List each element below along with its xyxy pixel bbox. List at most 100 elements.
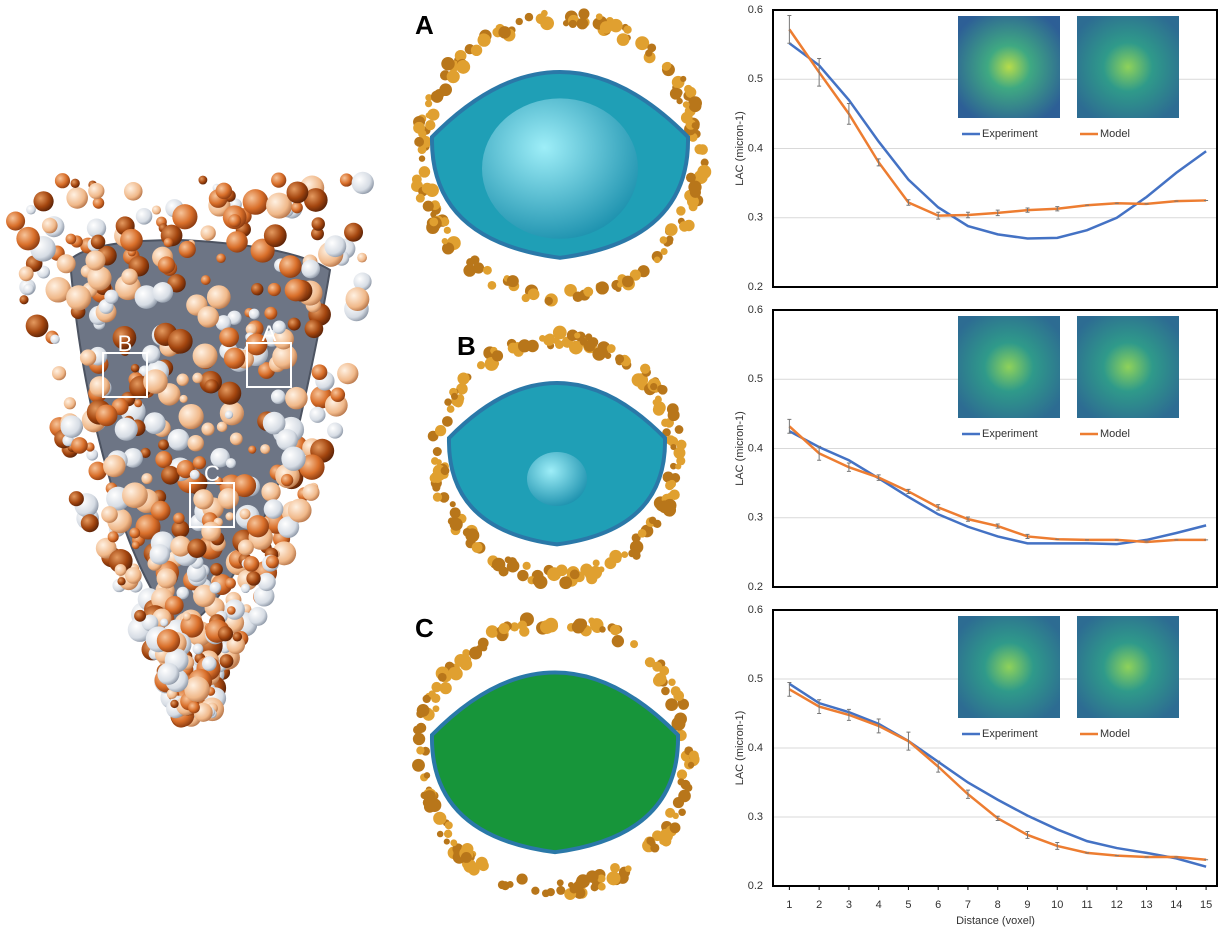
- surface-protein: [442, 242, 454, 254]
- sphere: [281, 474, 293, 486]
- surface-protein: [673, 690, 684, 701]
- surface-protein: [680, 76, 686, 82]
- sphere: [226, 231, 247, 252]
- sphere: [241, 584, 250, 593]
- sphere: [164, 238, 173, 247]
- surface-protein: [477, 361, 485, 369]
- surface-protein: [540, 16, 554, 30]
- surface-protein: [665, 223, 678, 236]
- sphere: [168, 429, 190, 451]
- x-axis-label: Distance (voxel): [956, 915, 1035, 927]
- surface-protein: [413, 733, 425, 745]
- sphere: [266, 555, 279, 568]
- sphere: [151, 501, 171, 521]
- sphere: [218, 626, 233, 641]
- sphere: [216, 183, 232, 199]
- surface-protein: [665, 481, 674, 490]
- sphere: [101, 506, 118, 523]
- surface-protein: [465, 528, 479, 542]
- sphere: [201, 423, 214, 436]
- sphere: [170, 700, 178, 708]
- surface-protein: [450, 518, 458, 526]
- surface-protein: [540, 620, 554, 634]
- sphere: [129, 528, 140, 539]
- sphere: [268, 283, 281, 296]
- surface-protein: [444, 830, 452, 838]
- inset-experiment: [958, 616, 1060, 718]
- surface-protein: [689, 202, 698, 211]
- surface-protein: [660, 236, 668, 244]
- sphere: [210, 582, 222, 594]
- surface-protein: [607, 871, 621, 885]
- y-tick-label: 0.3: [748, 512, 763, 524]
- sphere: [218, 382, 241, 405]
- surface-protein: [435, 425, 446, 436]
- surface-protein: [517, 570, 528, 581]
- sphere: [285, 279, 308, 302]
- sphere: [173, 513, 184, 524]
- sphere: [249, 309, 260, 320]
- sphere: [6, 212, 25, 231]
- sphere: [172, 204, 197, 229]
- surface-protein: [661, 419, 669, 427]
- sphere: [131, 364, 140, 373]
- surface-protein: [501, 881, 510, 890]
- surface-protein: [600, 21, 613, 34]
- surface-protein: [555, 340, 564, 349]
- sphere: [179, 404, 204, 429]
- surface-protein: [668, 679, 675, 686]
- surface-protein: [670, 88, 682, 100]
- surface-protein: [635, 36, 649, 50]
- surface-protein: [531, 887, 539, 895]
- surface-protein: [525, 13, 534, 22]
- surface-protein: [518, 339, 531, 352]
- surface-protein: [545, 297, 553, 305]
- y-tick-label: 0.2: [748, 281, 763, 293]
- region-label: B: [118, 331, 133, 356]
- sphere: [225, 512, 234, 521]
- surface-protein: [559, 576, 572, 589]
- surface-protein: [665, 808, 675, 818]
- region-label: A: [262, 321, 277, 346]
- surface-protein: [586, 870, 598, 882]
- surface-protein: [413, 122, 425, 134]
- sphere: [26, 314, 49, 337]
- sphere-models: ABC: [411, 8, 711, 900]
- surface-protein: [653, 520, 661, 528]
- surface-protein: [458, 374, 468, 384]
- surface-protein: [412, 174, 422, 184]
- surface-protein: [534, 577, 542, 585]
- sphere: [193, 643, 204, 654]
- surface-protein: [454, 654, 467, 667]
- sphere: [271, 389, 285, 403]
- nucleus: [482, 98, 638, 238]
- sphere: [309, 407, 325, 423]
- inset-model: [1077, 16, 1179, 118]
- x-tick-label: 6: [935, 899, 941, 911]
- x-tick-label: 5: [905, 899, 911, 911]
- sphere: [158, 439, 169, 450]
- sphere: [216, 253, 225, 262]
- sphere: [285, 387, 308, 410]
- sphere: [149, 544, 170, 565]
- surface-protein: [442, 416, 453, 427]
- y-axis-label: LAC (micron-1): [734, 111, 746, 186]
- sphere: [312, 217, 325, 230]
- surface-protein: [444, 839, 450, 845]
- sphere: [207, 285, 231, 309]
- surface-protein: [423, 201, 434, 212]
- legend-label: Experiment: [982, 128, 1038, 140]
- sphere: [312, 364, 328, 380]
- surface-protein: [690, 187, 701, 198]
- x-tick-label: 14: [1170, 899, 1182, 911]
- surface-protein: [599, 626, 606, 633]
- surface-protein: [612, 635, 624, 647]
- sphere: [327, 423, 343, 439]
- sphere: [288, 499, 312, 523]
- y-axis-label: LAC (micron-1): [734, 711, 746, 786]
- surface-protein: [519, 626, 529, 636]
- legend-label: Experiment: [982, 428, 1038, 440]
- surface-protein: [508, 343, 519, 354]
- surface-protein: [483, 266, 492, 275]
- sphere: [55, 173, 70, 188]
